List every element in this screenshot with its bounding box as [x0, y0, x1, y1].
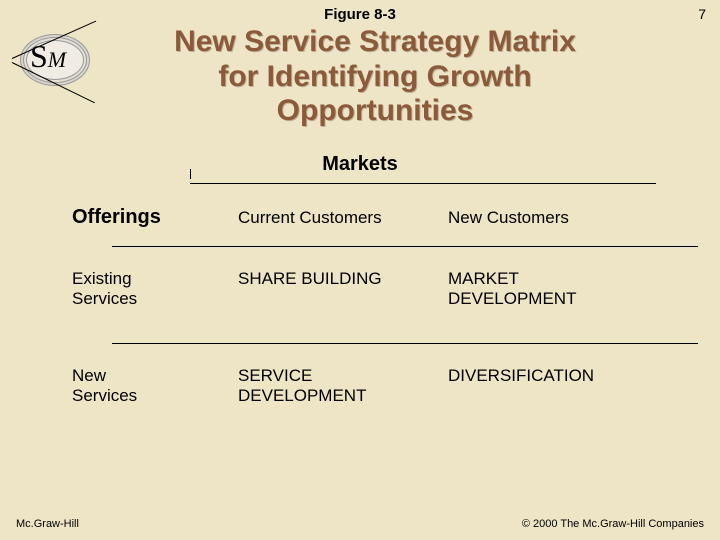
row-2-label-line2: Services [72, 386, 210, 406]
title-line-1: New Service Strategy Matrix [110, 25, 640, 60]
cell-diversification: DIVERSIFICATION [440, 366, 670, 386]
logo: SM [18, 28, 98, 96]
cell-service-dev-line2: DEVELOPMENT [238, 386, 440, 406]
col-header-new: New Customers [440, 208, 670, 228]
markets-tick [190, 169, 191, 179]
logo-s: S [30, 38, 48, 74]
markets-rule [190, 183, 656, 184]
cell-share-building: SHARE BUILDING [210, 269, 440, 289]
footer-right: © 2000 The Mc.Graw-Hill Companies [522, 518, 704, 530]
cell-service-dev-line1: SERVICE [238, 366, 440, 386]
matrix-row-1: Existing Services SHARE BUILDING MARKET … [50, 247, 670, 343]
row-2-label: New Services [50, 366, 210, 407]
figure-label: Figure 8-3 [0, 0, 720, 23]
cell-market-dev-line2: DEVELOPMENT [448, 289, 670, 309]
page-number: 7 [698, 6, 706, 22]
row-1-label-line1: Existing [72, 269, 210, 289]
offerings-label: Offerings [50, 206, 210, 229]
row-1-label: Existing Services [50, 269, 210, 310]
matrix: Offerings Current Customers New Customer… [50, 190, 670, 440]
main-title: New Service Strategy Matrix for Identify… [0, 23, 720, 129]
row-1-label-line2: Services [72, 289, 210, 309]
row-2-label-line1: New [72, 366, 210, 386]
title-line-2: for Identifying Growth [110, 60, 640, 95]
cell-market-development: MARKET DEVELOPMENT [440, 269, 670, 310]
logo-m: M [48, 47, 66, 72]
cell-service-development: SERVICE DEVELOPMENT [210, 366, 440, 407]
cell-market-dev-line1: MARKET [448, 269, 670, 289]
matrix-header-row: Offerings Current Customers New Customer… [50, 190, 670, 246]
footer-left: Mc.Graw-Hill [16, 518, 79, 530]
col-header-current: Current Customers [210, 208, 440, 228]
markets-header: Markets [0, 153, 720, 176]
matrix-row-2: New Services SERVICE DEVELOPMENT DIVERSI… [50, 344, 670, 440]
title-line-3: Opportunities [110, 94, 640, 129]
logo-text: SM [30, 38, 66, 75]
